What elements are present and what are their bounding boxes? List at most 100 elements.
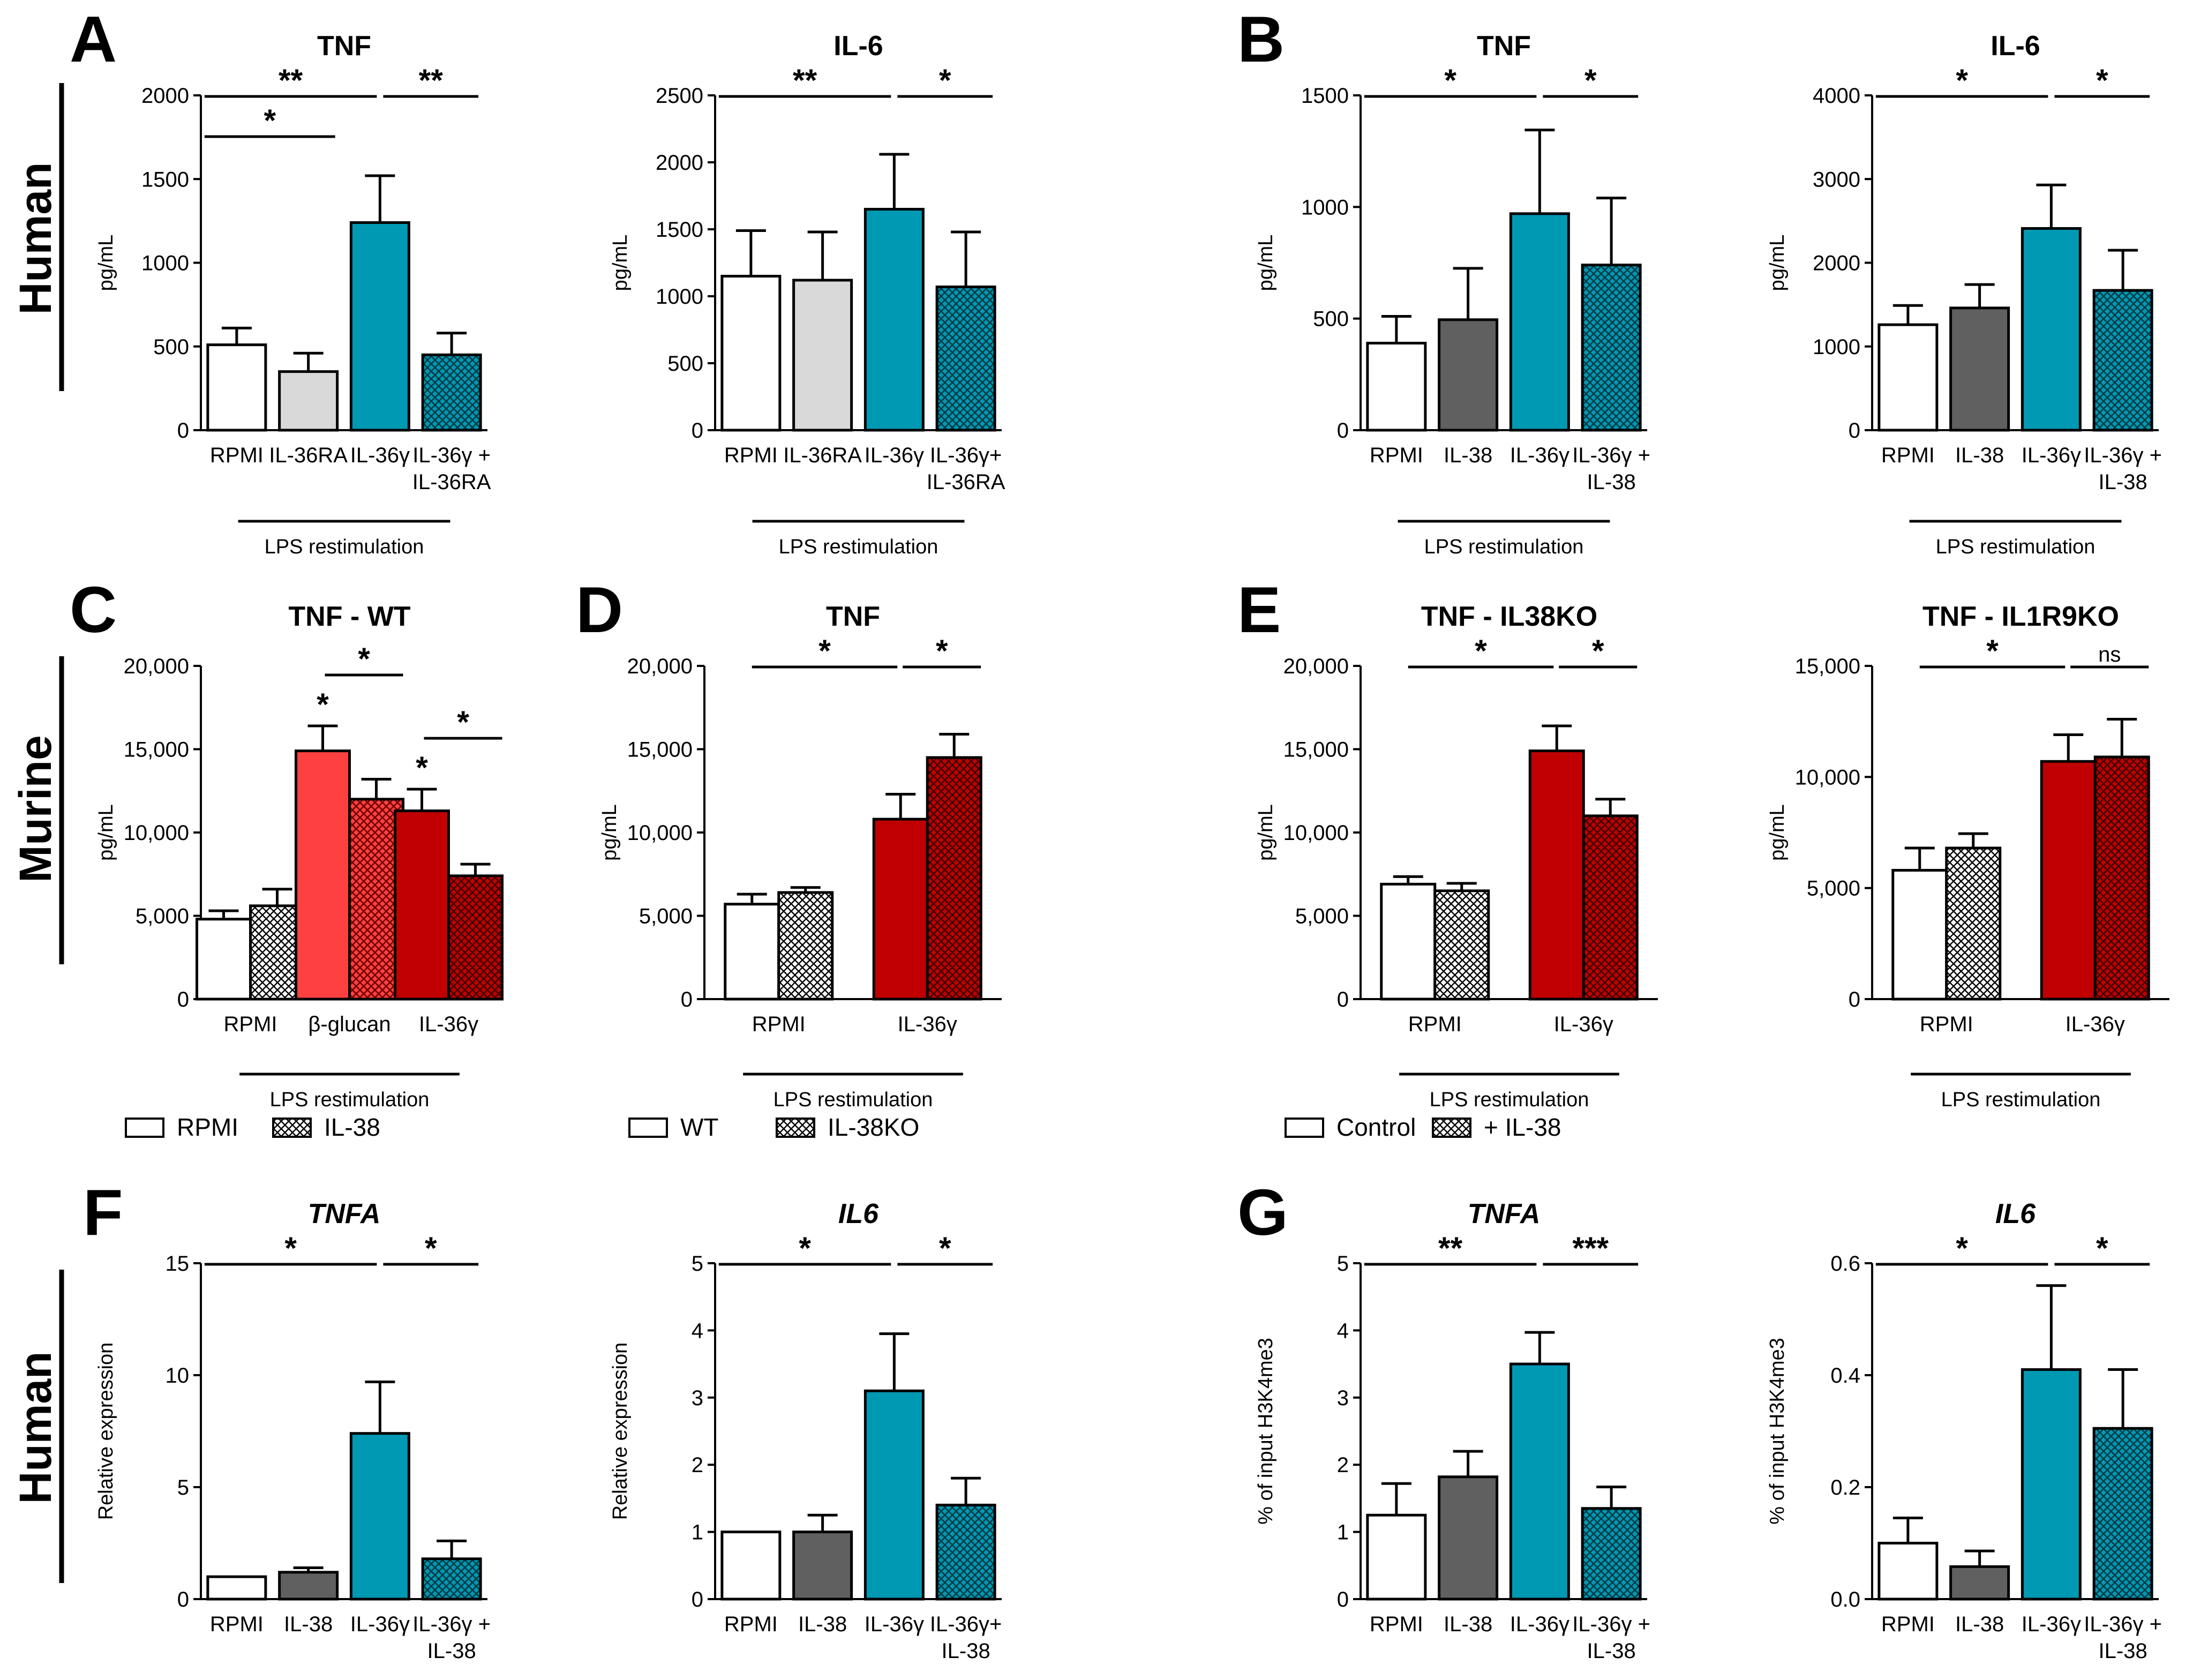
legend-label: IL-38KO — [828, 1113, 919, 1141]
legend-label: WT — [680, 1113, 719, 1141]
significance-label: ** — [419, 63, 444, 98]
chart-title: IL6 — [1995, 1198, 2036, 1229]
y-axis-label: pg/mL — [1766, 804, 1789, 861]
panel-letter-e: E — [1237, 573, 1281, 646]
y-tick-label: 0 — [1849, 988, 1860, 1011]
x-category-label: IL-38 — [1955, 444, 2004, 467]
group-label-human-top: Human — [10, 83, 64, 391]
legend-swatch — [1285, 1118, 1324, 1138]
y-tick-label: 5,000 — [1295, 905, 1349, 928]
chart-title: IL6 — [838, 1198, 879, 1229]
y-axis-label: pg/mL — [95, 804, 117, 861]
chart-title: TNF - IL1R9KO — [1922, 601, 2119, 632]
group-label-text: Human — [10, 1352, 61, 1504]
significance-label: *** — [1572, 1231, 1609, 1266]
chart-g2: IL6 0.0 0.2 0.4 0.6 % of input H3K4me3 RPMI IL-… — [1766, 1198, 2162, 1663]
bar — [2040, 760, 2097, 1001]
significance-label: * — [1444, 63, 1456, 98]
significance-label: * — [457, 705, 469, 740]
y-tick-label: 500 — [667, 352, 703, 376]
lps-label: LPS restimulation — [1424, 536, 1584, 558]
bar — [1380, 882, 1437, 1001]
y-tick-label: 4 — [1337, 1319, 1349, 1342]
chart-d: TNF 0 5,000 10,000 15,000 20,000 pg/mL RPMI IL-3… — [598, 601, 1002, 1141]
bar — [863, 208, 925, 432]
significance-label: * — [358, 642, 370, 677]
bar — [1581, 1507, 1642, 1601]
significance-label: ** — [279, 63, 303, 98]
legend-swatch — [272, 1118, 312, 1138]
y-tick-label: 20,000 — [124, 655, 189, 678]
bar — [1891, 868, 1948, 1001]
x-category-label: IL-38 — [1444, 444, 1492, 467]
chart-g1: TNFA 0 1 2 3 4 5 % of input H3K4me3 RPMI IL-38 IL-… — [1255, 1198, 1650, 1663]
y-axis-label: pg/mL — [598, 804, 621, 861]
y-tick-label: 0 — [177, 419, 189, 442]
y-tick-label: 0 — [1337, 988, 1349, 1011]
chart-b2: IL-6 0 1000 2000 3000 4000 pg/mL RPMI IL-38 IL-36… — [1766, 31, 2162, 558]
y-tick-label: 20,000 — [1283, 655, 1349, 678]
y-tick-label: 0.0 — [1830, 1588, 1860, 1611]
x-category-label: RPMI — [1370, 1612, 1423, 1636]
significance-label: ** — [1438, 1231, 1463, 1266]
y-axis-label: % of input H3K4me3 — [1255, 1338, 1277, 1525]
significance-label: * — [1584, 63, 1597, 98]
chart-title: TNF - WT — [288, 601, 410, 632]
bar — [421, 353, 482, 432]
y-tick-label: 10,000 — [124, 821, 189, 845]
significance-star: * — [416, 751, 428, 785]
chart-title: TNF — [1477, 31, 1531, 62]
y-tick-label: 2 — [692, 1453, 703, 1477]
x-category-label: RPMI — [1370, 444, 1423, 467]
panel-letter-d: D — [576, 573, 623, 646]
bar — [2021, 1368, 2082, 1601]
x-category-label: IL-36γ + IL-38 — [1572, 1612, 1650, 1663]
y-tick-label: 5,000 — [639, 905, 693, 928]
significance-label: * — [939, 1231, 951, 1266]
y-tick-label: 0.6 — [1830, 1252, 1860, 1276]
y-tick-label: 15,000 — [627, 738, 693, 762]
bar — [349, 1432, 410, 1601]
panel-letter-g: G — [1237, 1176, 1288, 1249]
y-axis-label: Relative expression — [95, 1342, 117, 1520]
bar — [1582, 814, 1639, 1001]
x-category-label: IL-36γ — [2022, 444, 2081, 467]
bar — [2021, 227, 2082, 432]
bar — [206, 1575, 267, 1601]
bar — [720, 1531, 782, 1601]
y-tick-label: 5,000 — [1807, 877, 1860, 901]
y-tick-label: 15,000 — [1795, 655, 1860, 678]
y-axis-label: pg/mL — [1766, 235, 1789, 291]
panel-letter-c: C — [70, 573, 117, 646]
x-category-label: RPMI — [210, 1612, 264, 1636]
bar — [196, 918, 252, 1001]
charts: TNF 0 500 1 0 0 0 1500 2000 pg/mL RPMI IL-36RA IL-36… — [95, 31, 2169, 1663]
y-tick-label: 2000 — [141, 84, 189, 108]
y-tick-label: 1 — [1337, 1521, 1349, 1544]
y-tick-label: 10,000 — [627, 821, 693, 845]
bar — [792, 1531, 853, 1601]
bar — [1877, 1542, 1939, 1601]
x-category-label: IL-36γ + IL-38 — [1572, 444, 1650, 494]
legend-swatch — [628, 1118, 668, 1138]
y-tick-label: 5 — [177, 1476, 189, 1499]
y-tick-label: 0 — [177, 1588, 189, 1611]
bar — [926, 756, 982, 1001]
x-category-label: IL-36RA — [269, 444, 348, 467]
legend-label: IL-38 — [324, 1113, 380, 1141]
significance-label: * — [939, 63, 951, 98]
bar — [2092, 1427, 2153, 1601]
y-tick-label: 1500 — [141, 168, 189, 191]
x-category-label: IL-36γ — [1510, 1612, 1569, 1636]
significance-label: * — [1956, 1231, 1968, 1266]
y-axis-label: pg/mL — [1255, 235, 1277, 291]
chart-f1: TNFA 0 5 10 15 Relative expression RPMI IL-38 IL… — [95, 1198, 491, 1663]
panel-letter-f: F — [83, 1176, 123, 1249]
bar — [777, 891, 834, 1001]
bar — [935, 1503, 996, 1601]
y-tick-label: 15,000 — [124, 738, 189, 762]
y-tick-label: 500 — [153, 335, 189, 359]
bar — [2092, 289, 2153, 432]
y-tick-label: 3000 — [1813, 168, 1860, 191]
